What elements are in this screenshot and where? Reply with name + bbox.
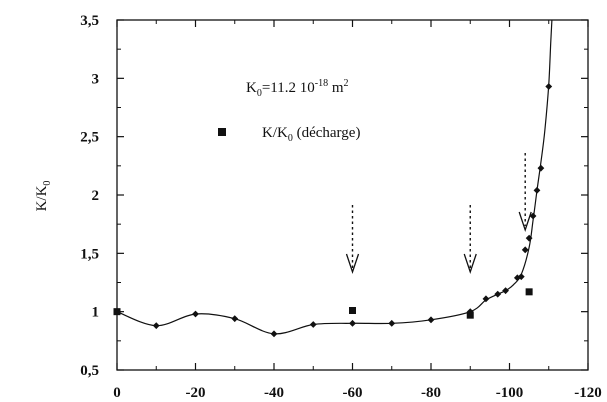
diamond-point <box>152 322 160 330</box>
diamond-point <box>309 321 317 328</box>
y-tick-label: 2,5 <box>80 130 99 146</box>
diamond-point <box>388 319 396 327</box>
y-axis-label: K/K0 <box>34 181 53 212</box>
x-tick-label: -80 <box>421 385 441 401</box>
y-tick-label: 0,5 <box>80 363 99 379</box>
diamond-point <box>482 295 490 303</box>
diamond-point <box>517 273 525 281</box>
y-tick-label: 3,5 <box>80 13 99 29</box>
x-tick-label: -60 <box>343 385 363 401</box>
diamond-point <box>529 212 537 220</box>
y-tick-label: 2 <box>92 188 100 204</box>
square-point <box>466 311 474 319</box>
legend-square-marker <box>218 128 226 136</box>
k0-annotation: K0=11.2 10-18 m2 <box>246 78 349 99</box>
arrow-head <box>345 253 360 275</box>
x-tick-label: 0 <box>113 385 121 401</box>
diamond-point <box>270 330 278 338</box>
diamond-point <box>427 316 435 324</box>
diamond-point <box>192 310 199 318</box>
diamond-point <box>231 315 239 323</box>
diamond-point <box>521 246 529 254</box>
arrow-head <box>463 253 477 275</box>
diamond-point <box>545 83 553 90</box>
legend-label: K/K0 (décharge) <box>262 125 360 144</box>
diamond-point <box>525 234 533 242</box>
x-tick-label: -40 <box>264 385 284 401</box>
arrow-head <box>518 211 532 233</box>
diamond-point <box>349 319 356 327</box>
diamond-point <box>494 290 502 298</box>
fit-curve <box>116 19 553 335</box>
diamond-point <box>537 164 545 172</box>
plot-frame <box>116 19 589 371</box>
x-tick-label: -20 <box>186 385 206 401</box>
x-tick-label: -100 <box>496 385 524 401</box>
square-point <box>113 308 121 316</box>
diamond-point <box>533 186 541 194</box>
square-point <box>525 288 533 296</box>
y-tick-label: 1 <box>92 305 100 321</box>
y-tick-label: 3 <box>92 71 100 87</box>
x-tick-label: -120 <box>574 385 602 401</box>
square-point <box>349 307 356 314</box>
diamond-point <box>502 287 509 295</box>
y-tick-label: 1,5 <box>80 246 99 262</box>
